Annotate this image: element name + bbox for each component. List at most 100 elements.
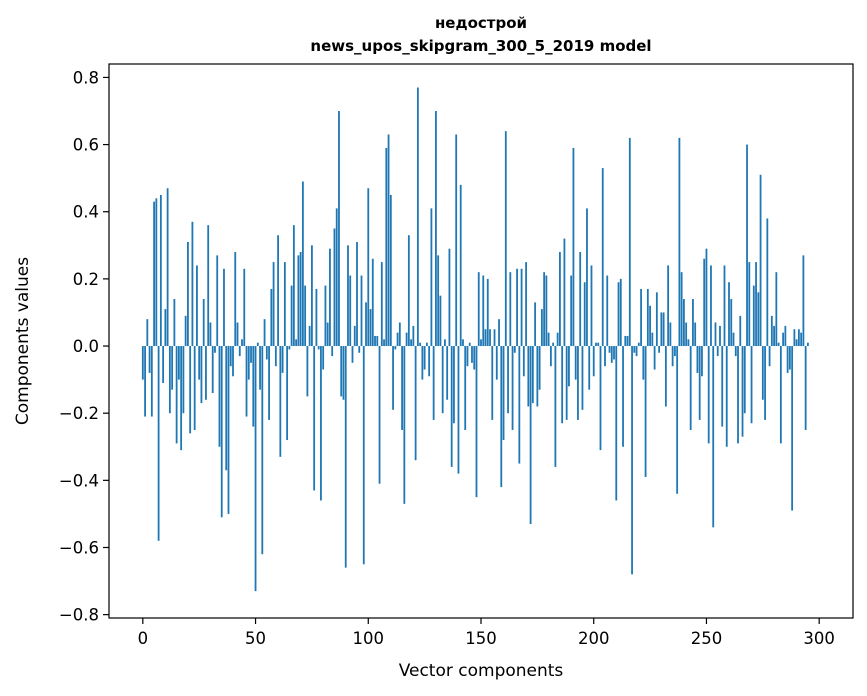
bar [365,302,367,347]
bar [468,342,471,347]
bar [568,346,570,387]
bar [344,346,347,568]
bar [556,332,559,347]
bar [171,346,174,390]
bar [741,346,744,437]
bar [676,346,679,494]
bar [538,346,541,390]
bar [714,322,717,347]
bar [712,346,715,528]
y-tick-label: 0.2 [73,270,99,289]
bar [653,346,656,370]
bar [475,346,478,498]
bar [153,201,155,347]
bar [462,339,464,347]
bar [410,339,413,347]
bar [223,268,225,347]
bar [401,346,403,430]
bar [189,346,192,434]
bar [734,346,737,357]
bar [482,275,485,347]
bar [229,346,232,367]
bar [437,255,440,347]
bar [308,325,311,347]
x-axis-ticks: 0 50 100 150 200 250 300 [138,618,835,648]
bar [673,346,676,357]
bar [522,346,525,377]
x-tick-label: 300 [803,629,835,648]
bar [685,322,688,347]
bar [214,346,216,353]
bar [637,342,640,347]
bar [561,346,564,424]
bar [588,346,591,390]
bar [166,188,169,347]
bar [559,252,561,347]
bar [421,346,424,380]
bar [552,342,555,347]
bar [446,346,449,400]
bar [444,339,446,347]
x-tick-label: 150 [465,629,497,648]
bar [595,342,597,347]
bar [728,282,730,347]
bar [543,272,546,347]
bar [802,255,805,347]
bar [723,265,726,347]
bar [380,262,383,347]
bar [182,346,185,414]
y-tick-label: 0.0 [73,337,99,356]
bar [281,346,284,373]
bar [220,346,223,518]
bar [414,346,417,461]
bar [455,134,458,347]
bar [617,282,620,347]
bar [703,258,706,347]
bar [211,346,214,394]
bar [649,305,651,347]
chart-title-line-1: недострой [435,14,527,32]
bar [797,329,800,347]
bar [599,346,602,451]
bar [536,346,539,407]
bar [342,346,345,400]
bar [748,262,751,347]
bar [793,329,796,347]
bar [403,346,406,504]
bar [358,346,361,353]
bar [200,346,203,404]
bar [658,346,661,353]
bar [694,322,697,347]
bar [590,265,593,347]
bar [457,346,460,474]
bar [786,346,789,373]
bar [353,325,356,347]
bar [725,346,728,447]
bar [288,346,291,350]
bar [655,292,658,347]
bar [644,346,647,477]
bar [274,346,277,367]
bar [252,346,255,427]
bar [597,342,600,347]
bar [545,275,548,347]
bar [216,255,219,347]
bar [299,252,302,347]
bar [565,346,568,420]
bar [768,346,771,367]
bar [313,346,316,491]
bar [504,131,507,347]
x-tick-label: 200 [578,629,610,648]
bar [193,346,196,430]
bar [757,292,760,347]
bar [238,346,241,357]
bar [739,315,742,347]
bar [549,346,552,367]
bar [283,262,286,347]
bar [180,346,183,451]
bar [376,335,379,347]
bar [322,346,325,370]
bar [669,322,672,347]
y-tick-label: 0.6 [73,136,99,155]
bar [333,228,336,347]
